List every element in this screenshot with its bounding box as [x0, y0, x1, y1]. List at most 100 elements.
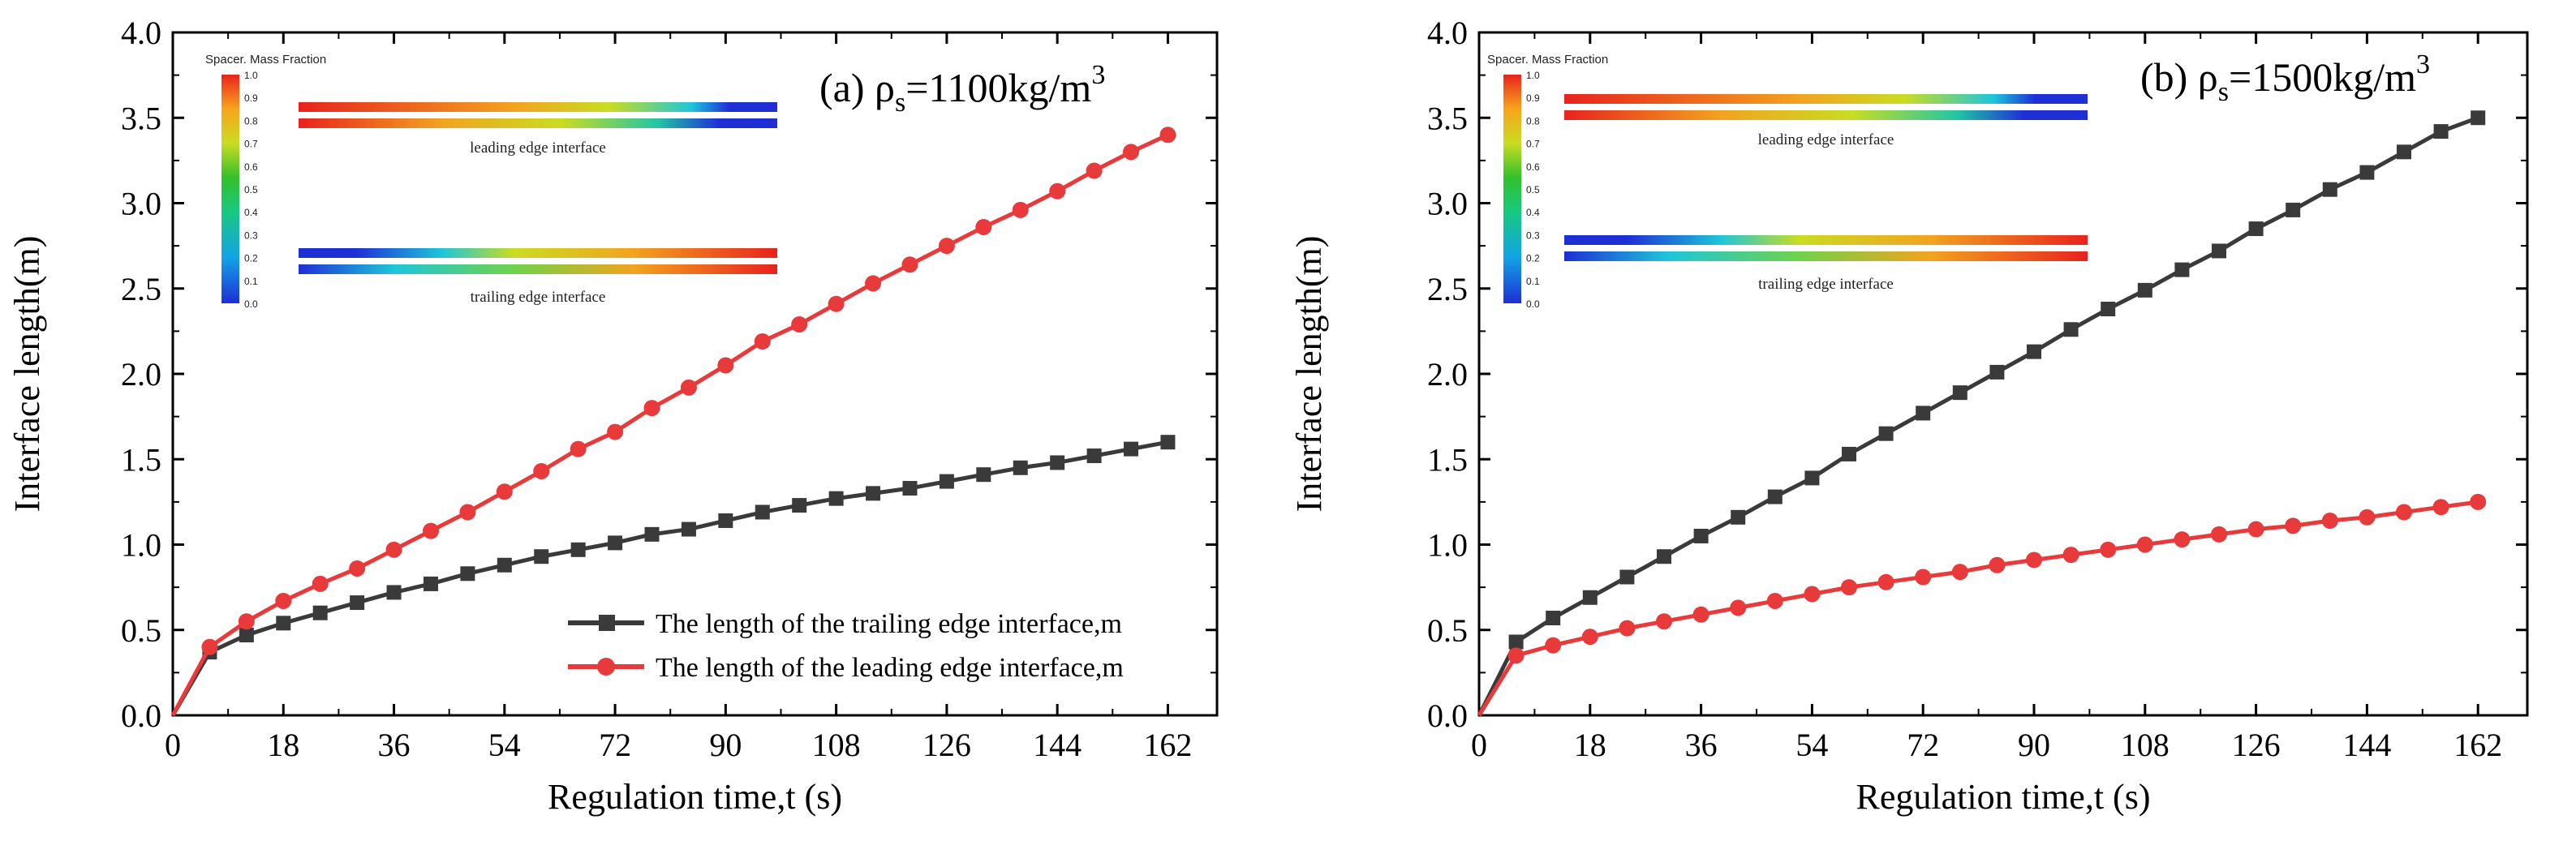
data-point-square — [1731, 509, 1746, 525]
data-point-circle — [459, 504, 476, 521]
data-point-square — [718, 513, 733, 529]
chart-panel-b: 0.0 0.5 1.0 1.5 2.0 2.5 3.0 3.5 4.0 0 18 36 54 72 90 10… — [1289, 15, 2529, 817]
data-point-circle — [1619, 620, 1636, 637]
x-tick-label: 162 — [2453, 727, 2502, 763]
data-point-circle — [1507, 647, 1525, 664]
series-line — [170, 440, 1168, 717]
y-axis-label: Interface length(m) — [1289, 236, 1329, 513]
data-point-circle — [1804, 586, 1821, 603]
data-point-circle — [2321, 513, 2338, 530]
data-point-square — [681, 521, 696, 537]
data-point-square — [828, 491, 844, 506]
y-tick-label: 2.0 — [1427, 356, 1468, 393]
legend: The length of the trailing edge interfac… — [568, 609, 1124, 683]
annotation-value: =1100kg/m — [905, 65, 1091, 110]
data-point-circle — [385, 541, 402, 558]
colorbar — [221, 75, 239, 303]
colorbar-tick-label: 0.2 — [244, 253, 258, 264]
data-point-circle — [1692, 606, 1709, 623]
series-line — [1477, 115, 2479, 717]
data-point-circle — [533, 462, 550, 479]
data-point-square — [1619, 569, 1635, 585]
colorbar-tick-label: 0.9 — [1526, 92, 1540, 104]
data-point-square — [1050, 455, 1065, 470]
y-tick-label: 0.0 — [121, 697, 161, 734]
data-point-square — [2471, 110, 2486, 126]
data-point-square — [460, 566, 475, 581]
data-point-circle — [2247, 521, 2264, 538]
data-point-circle — [238, 613, 255, 630]
data-point-circle — [2285, 517, 2302, 534]
y-tick-label: 0.5 — [1427, 612, 1468, 649]
data-point-square — [1508, 634, 1524, 650]
x-tick-label: 72 — [1907, 727, 1939, 763]
data-point-circle — [1951, 564, 1968, 581]
x-axis-label: Regulation time,t (s) — [548, 777, 842, 817]
data-point-square — [2322, 182, 2337, 197]
x-tick-label: 36 — [1685, 727, 1718, 763]
x-tick-label: 144 — [1033, 727, 1082, 763]
y-tick-label: 4.0 — [1427, 15, 1468, 51]
legend-label: The length of the leading edge interface… — [656, 653, 1124, 683]
x-tick-label: 36 — [378, 727, 411, 763]
data-point-circle — [496, 483, 513, 500]
series-trailing — [1477, 110, 2486, 717]
y-tick-label: 2.5 — [1427, 271, 1468, 307]
data-point-square — [2101, 302, 2116, 317]
data-point-square — [350, 595, 365, 611]
data-point-circle — [2432, 499, 2449, 516]
x-tick-label: 126 — [922, 727, 971, 763]
leading-inset-label: leading edge interface — [1758, 131, 1894, 148]
x-tick-label: 18 — [1574, 727, 1606, 763]
data-point-circle — [2136, 536, 2153, 553]
y-tick-label: 4.0 — [121, 15, 161, 51]
annotation-subscript: s — [2218, 77, 2229, 107]
data-point-circle — [1656, 613, 1672, 630]
data-point-circle — [2470, 493, 2487, 510]
colorbar-tick-label: 0.8 — [244, 115, 258, 127]
x-tick-label: 108 — [812, 727, 861, 763]
colorbar-tick-label: 1.0 — [244, 70, 258, 81]
data-point-square — [2397, 144, 2411, 160]
data-point-square — [939, 474, 954, 489]
data-point-circle — [1877, 573, 1894, 590]
data-point-square — [2137, 282, 2152, 298]
data-point-square — [608, 535, 623, 551]
data-point-square — [1952, 385, 1967, 401]
data-point-square — [2212, 243, 2226, 259]
data-point-square — [1546, 611, 1561, 626]
data-point-square — [866, 486, 881, 501]
x-tick-label: 90 — [709, 727, 742, 763]
colorbar-tick-label: 0.6 — [244, 161, 258, 173]
data-point-square — [1916, 406, 1931, 421]
data-point-square — [1878, 426, 1894, 441]
data-point-circle — [2359, 509, 2376, 526]
annotation-superscript: 3 — [2416, 49, 2430, 79]
data-point-square — [386, 585, 402, 600]
data-point-square — [902, 481, 918, 496]
data-point-square — [239, 628, 254, 643]
trailing-pipe-bottom — [1564, 251, 2088, 261]
data-point-circle — [349, 560, 366, 577]
series-leading — [1477, 493, 2487, 717]
data-point-circle — [607, 423, 624, 440]
data-point-circle — [643, 400, 660, 417]
data-point-circle — [1841, 579, 1857, 596]
colorbar-tick-label: 0.6 — [1526, 161, 1540, 173]
y-tick-label: 3.5 — [121, 100, 161, 136]
data-point-circle — [791, 315, 808, 333]
colorbar-tick-label: 0.0 — [1526, 298, 1540, 310]
data-point-circle — [2396, 504, 2412, 521]
y-tick-label: 0.5 — [121, 612, 161, 649]
x-tick-label: 108 — [2121, 727, 2170, 763]
x-tick-label: 72 — [599, 727, 631, 763]
data-point-square — [1086, 448, 1102, 464]
colorbar — [1503, 75, 1521, 303]
colorbar-tick-label: 0.9 — [244, 92, 258, 104]
data-point-circle — [275, 592, 292, 609]
x-tick-label: 0 — [1471, 727, 1487, 763]
leading-pipe-bottom — [299, 118, 777, 128]
data-point-circle — [754, 333, 771, 350]
data-point-circle — [2100, 541, 2117, 558]
